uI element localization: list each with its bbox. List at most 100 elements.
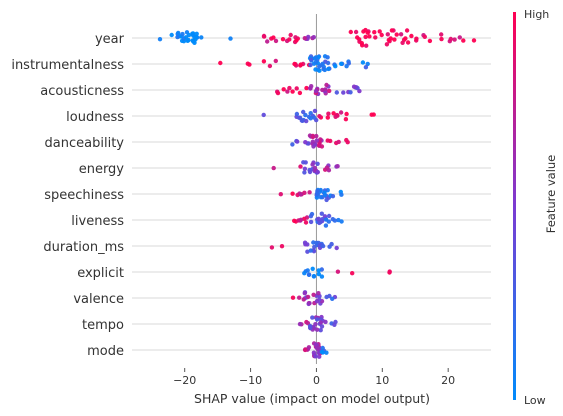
- shap-point: [261, 59, 267, 64]
- shap-point: [348, 29, 353, 35]
- shap-point: [297, 295, 302, 300]
- shap-point: [314, 317, 320, 322]
- x-axis-label: SHAP value (impact on model output): [194, 391, 430, 406]
- shap-point: [297, 321, 303, 327]
- shap-point: [186, 32, 192, 38]
- shap-point: [327, 88, 332, 94]
- colorbar-low-label: Low: [524, 394, 546, 407]
- shap-point: [305, 294, 311, 300]
- shap-point: [247, 62, 252, 67]
- feature-label: acousticness: [40, 84, 124, 99]
- shap-point: [190, 38, 195, 43]
- shap-point: [288, 32, 293, 38]
- shap-point: [290, 89, 295, 94]
- shap-point: [343, 117, 349, 122]
- shap-point: [319, 324, 325, 329]
- shap-point: [403, 36, 408, 41]
- shap-point: [394, 32, 399, 37]
- shap-point: [169, 32, 174, 38]
- shap-point: [320, 350, 325, 355]
- shap-point: [385, 32, 390, 37]
- feature-label: explicit: [77, 266, 124, 281]
- shap-point: [323, 319, 328, 325]
- shap-point: [332, 322, 337, 327]
- shap-point: [379, 32, 384, 38]
- shap-point: [311, 115, 317, 120]
- shap-point: [322, 214, 328, 219]
- shap-point: [320, 345, 325, 351]
- shap-point: [298, 63, 303, 68]
- shap-point: [267, 63, 273, 69]
- shap-point: [323, 217, 329, 222]
- shap-point: [325, 115, 330, 120]
- shap-point: [315, 161, 320, 166]
- shap-point: [363, 65, 369, 70]
- shap-point: [297, 90, 303, 96]
- feature-label: instrumentalness: [11, 58, 124, 73]
- shap-point: [336, 217, 341, 223]
- shap-point: [350, 271, 355, 276]
- shap-point: [414, 36, 419, 41]
- shap-point: [308, 85, 313, 91]
- shap-point: [311, 292, 316, 297]
- shap-point: [333, 63, 338, 69]
- shap-point: [308, 219, 314, 225]
- shap-point: [367, 34, 372, 39]
- shap-point: [315, 346, 320, 351]
- shap-point: [218, 60, 223, 66]
- shap-point: [373, 35, 378, 40]
- shap-point: [292, 61, 297, 67]
- feature-label: tempo: [82, 318, 124, 333]
- colorbar: High Low Feature value: [513, 8, 558, 407]
- shap-point: [369, 112, 374, 117]
- shap-point: [265, 39, 270, 44]
- shap-point: [316, 268, 321, 273]
- shap-point: [405, 40, 411, 45]
- shap-point: [298, 217, 304, 222]
- shap-point: [372, 30, 377, 35]
- shap-point: [318, 320, 323, 325]
- shap-point: [325, 55, 330, 60]
- shap-point: [427, 38, 433, 44]
- x-tick-label: 10: [375, 374, 389, 387]
- shap-point: [316, 143, 322, 148]
- shap-point: [310, 315, 315, 320]
- shap-point: [313, 59, 319, 65]
- shap-point: [326, 111, 331, 116]
- shap-point: [471, 38, 477, 43]
- shap-point: [316, 291, 321, 296]
- shap-point: [285, 89, 290, 94]
- shap-point: [422, 34, 427, 39]
- shap-point: [326, 66, 331, 72]
- feature-label: danceability: [45, 136, 125, 151]
- shap-point: [360, 60, 366, 65]
- shap-point: [279, 244, 285, 249]
- shap-point: [307, 323, 313, 329]
- shap-point: [302, 170, 307, 175]
- shap-point: [339, 192, 344, 197]
- data-points: [157, 27, 477, 359]
- shap-point: [301, 109, 306, 115]
- shap-point: [313, 342, 319, 347]
- shap-point: [303, 220, 309, 225]
- shap-point: [316, 350, 321, 355]
- shap-point: [275, 90, 281, 96]
- shap-point: [461, 38, 466, 43]
- shap-point: [310, 139, 315, 144]
- shap-point: [313, 67, 318, 72]
- shap-point: [318, 317, 323, 322]
- shap-point: [313, 322, 318, 327]
- shap-point: [303, 112, 308, 118]
- shap-point: [384, 42, 390, 47]
- shap-point: [344, 63, 349, 69]
- shap-point: [271, 35, 276, 40]
- shap-point: [307, 169, 313, 175]
- shap-point: [400, 40, 405, 45]
- feature-label: energy: [79, 162, 125, 177]
- shap-point: [310, 134, 316, 140]
- shap-point: [307, 190, 312, 195]
- shap-point: [281, 87, 286, 92]
- shap-point: [317, 68, 322, 73]
- x-tick-label: −20: [173, 374, 196, 387]
